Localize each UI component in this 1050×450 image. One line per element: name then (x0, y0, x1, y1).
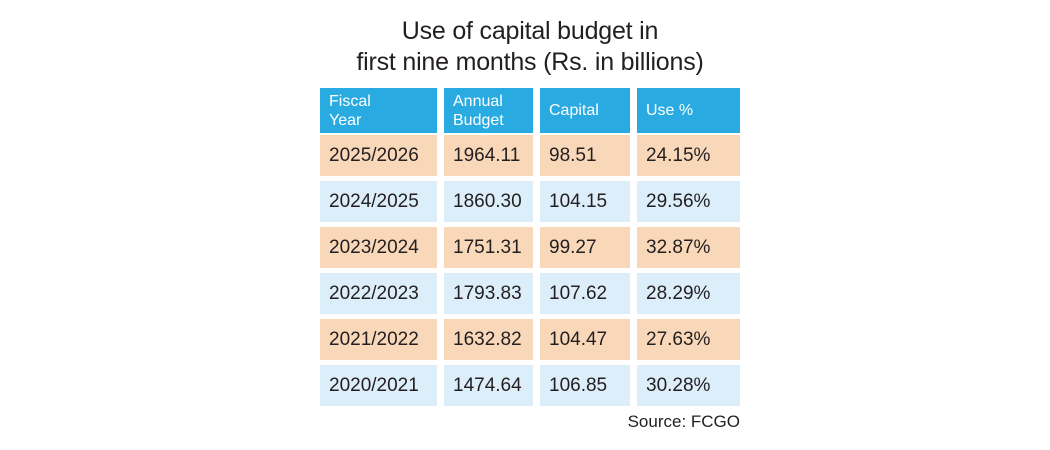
table-row: 2020/2021 1474.64 106.85 30.28% (320, 365, 740, 406)
table-row: 2022/2023 1793.83 107.62 28.29% (320, 273, 740, 314)
cell-fiscal-year: 2023/2024 (320, 227, 437, 268)
cell-annual-budget: 1964.11 (444, 135, 533, 176)
header-line: Annual (453, 92, 503, 110)
cell-use-percent: 29.56% (637, 181, 740, 222)
cell-fiscal-year: 2021/2022 (320, 319, 437, 360)
table-row: 2021/2022 1632.82 104.47 27.63% (320, 319, 740, 360)
cell-use-percent: 28.29% (637, 273, 740, 314)
cell-use-percent: 30.28% (637, 365, 740, 406)
source-credit: Source: FCGO (627, 412, 740, 431)
table-header-row: Fiscal Year Annual Budget Capital Use % (320, 88, 740, 133)
cell-annual-budget: 1860.30 (444, 181, 533, 222)
header-line: Budget (453, 111, 504, 129)
cell-fiscal-year: 2022/2023 (320, 273, 437, 314)
cell-fiscal-year: 2020/2021 (320, 365, 437, 406)
table-body: 2025/2026 1964.11 98.51 24.15% 2024/2025… (320, 135, 740, 406)
cell-fiscal-year: 2024/2025 (320, 181, 437, 222)
cell-capital: 107.62 (540, 273, 630, 314)
cell-capital: 104.15 (540, 181, 630, 222)
cell-annual-budget: 1751.31 (444, 227, 533, 268)
chart-title-line-2: first nine months (Rs. in billions) (356, 48, 704, 76)
cell-annual-budget: 1793.83 (444, 273, 533, 314)
header-line: Capital (549, 102, 599, 119)
column-header-use-percent: Use % (637, 88, 740, 133)
cell-capital: 98.51 (540, 135, 630, 176)
cell-use-percent: 27.63% (637, 319, 740, 360)
chart-title: Use of capital budget in first nine mont… (180, 16, 880, 78)
capital-budget-table: Fiscal Year Annual Budget Capital Use % … (320, 88, 740, 411)
cell-use-percent: 24.15% (637, 135, 740, 176)
table-row: 2024/2025 1860.30 104.15 29.56% (320, 181, 740, 222)
column-header-annual-budget: Annual Budget (444, 88, 533, 133)
header-line: Year (329, 111, 362, 129)
column-header-fiscal-year: Fiscal Year (320, 88, 437, 133)
table-row: 2025/2026 1964.11 98.51 24.15% (320, 135, 740, 176)
cell-capital: 104.47 (540, 319, 630, 360)
header-line: Fiscal (329, 92, 371, 110)
chart-title-line-1: Use of capital budget in (401, 17, 659, 45)
cell-annual-budget: 1474.64 (444, 365, 533, 406)
column-header-capital: Capital (540, 88, 630, 133)
cell-use-percent: 32.87% (637, 227, 740, 268)
cell-capital: 99.27 (540, 227, 630, 268)
table-row: 2023/2024 1751.31 99.27 32.87% (320, 227, 740, 268)
cell-capital: 106.85 (540, 365, 630, 406)
cell-fiscal-year: 2025/2026 (320, 135, 437, 176)
header-line: Use % (646, 102, 694, 119)
cell-annual-budget: 1632.82 (444, 319, 533, 360)
